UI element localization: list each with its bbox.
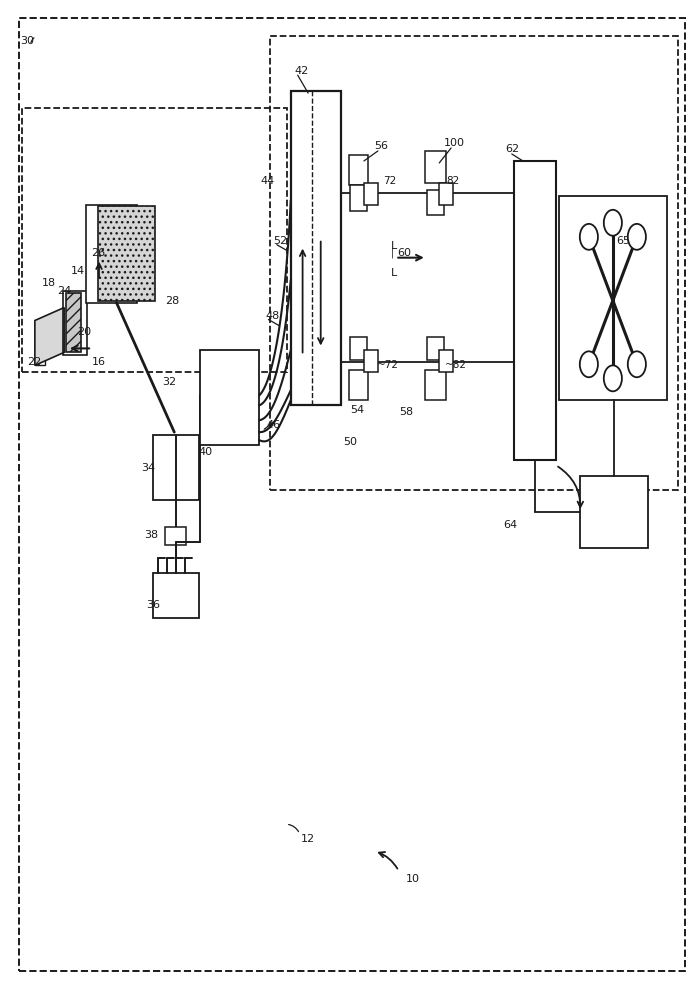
Text: 18: 18 xyxy=(42,278,56,288)
Text: 82: 82 xyxy=(446,176,459,186)
Text: L: L xyxy=(391,268,398,278)
Bar xyxy=(63,291,87,355)
Text: 32: 32 xyxy=(162,377,176,387)
Text: 56: 56 xyxy=(374,141,388,151)
Bar xyxy=(200,350,260,445)
Bar xyxy=(22,108,287,372)
Circle shape xyxy=(628,224,646,250)
Text: 38: 38 xyxy=(144,530,158,540)
Circle shape xyxy=(628,351,646,377)
Bar xyxy=(427,337,444,360)
Bar xyxy=(427,190,444,215)
Circle shape xyxy=(604,365,622,391)
Bar xyxy=(86,205,136,303)
Text: 44: 44 xyxy=(261,176,275,186)
Bar xyxy=(426,151,446,183)
Circle shape xyxy=(604,210,622,236)
Text: 26: 26 xyxy=(90,248,105,258)
Text: 58: 58 xyxy=(399,407,413,417)
Bar xyxy=(439,183,453,205)
Text: 14: 14 xyxy=(71,266,85,276)
Text: |: | xyxy=(391,247,393,258)
Text: 42: 42 xyxy=(294,66,309,76)
Text: 34: 34 xyxy=(141,463,155,473)
Bar xyxy=(439,350,453,372)
Bar xyxy=(290,91,341,405)
Text: 22: 22 xyxy=(27,357,41,367)
Text: 24: 24 xyxy=(57,286,71,296)
Text: 30: 30 xyxy=(20,36,34,46)
Text: 62: 62 xyxy=(505,144,519,154)
Text: 20: 20 xyxy=(77,327,91,337)
Bar xyxy=(514,161,556,460)
Text: 52: 52 xyxy=(273,236,288,246)
Bar xyxy=(559,196,667,400)
Text: 16: 16 xyxy=(92,357,106,367)
Polygon shape xyxy=(35,308,64,365)
Bar xyxy=(349,155,368,185)
Bar xyxy=(349,370,368,400)
Text: 12: 12 xyxy=(301,834,315,844)
Circle shape xyxy=(580,351,598,377)
Bar xyxy=(270,36,678,490)
Bar xyxy=(426,370,446,400)
Text: 64: 64 xyxy=(503,520,517,530)
Bar xyxy=(364,183,378,205)
Bar xyxy=(153,573,199,618)
Text: 28: 28 xyxy=(165,296,179,306)
Bar xyxy=(153,435,199,500)
Bar xyxy=(97,206,155,301)
Bar xyxy=(165,527,186,545)
Text: 65: 65 xyxy=(616,236,630,246)
Bar xyxy=(580,476,648,548)
Text: 72: 72 xyxy=(383,176,396,186)
Circle shape xyxy=(580,224,598,250)
Text: ~72: ~72 xyxy=(377,360,398,370)
Text: L: L xyxy=(391,241,398,251)
Text: 10: 10 xyxy=(406,874,420,884)
Text: 100: 100 xyxy=(444,138,465,148)
Text: 40: 40 xyxy=(198,447,212,457)
Text: 46: 46 xyxy=(266,420,281,430)
Bar xyxy=(350,337,367,360)
Text: ~82: ~82 xyxy=(444,360,467,370)
Text: 48: 48 xyxy=(265,311,279,321)
Text: 36: 36 xyxy=(146,600,160,610)
Bar xyxy=(35,340,45,365)
Text: 50: 50 xyxy=(343,437,357,447)
Bar xyxy=(350,185,367,211)
Bar xyxy=(66,293,81,352)
Text: 60: 60 xyxy=(398,248,412,258)
Bar xyxy=(364,350,378,372)
Text: 54: 54 xyxy=(350,405,364,415)
